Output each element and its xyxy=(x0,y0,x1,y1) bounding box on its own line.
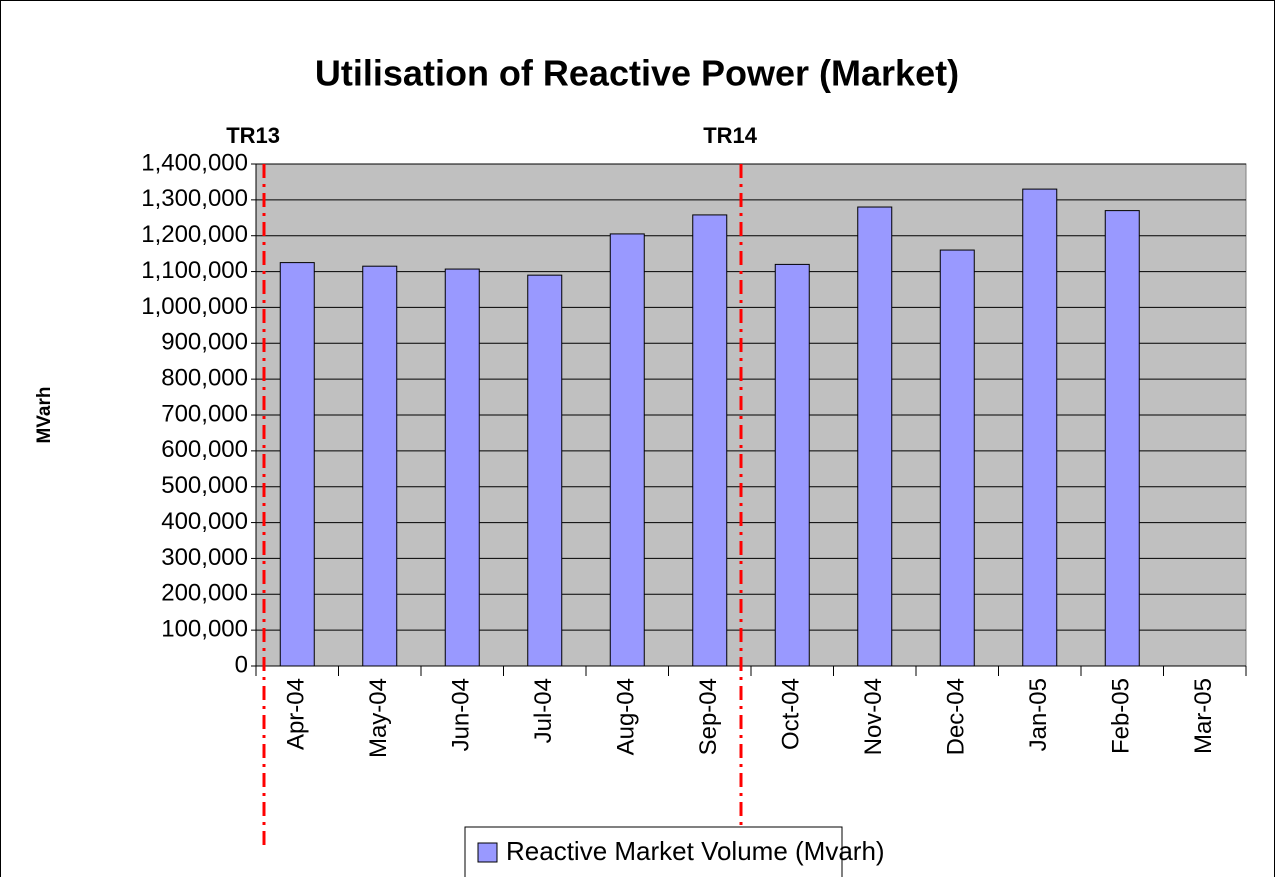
x-tick-label: Aug-04 xyxy=(613,678,640,755)
annotation-label: TR13 xyxy=(226,123,280,148)
bar xyxy=(609,233,645,667)
x-tick-label: Nov-04 xyxy=(860,678,887,755)
x-tick-label: Jun-04 xyxy=(448,678,475,751)
y-tick-label: 800,000 xyxy=(161,364,248,391)
bar xyxy=(279,262,315,667)
y-tick-label: 0 xyxy=(235,651,248,678)
y-tick-label: 300,000 xyxy=(161,544,248,571)
x-tick-label: Dec-04 xyxy=(943,678,970,755)
y-tick-label: 900,000 xyxy=(161,329,248,356)
bar xyxy=(527,274,563,667)
y-tick-label: 1,200,000 xyxy=(141,221,248,248)
x-tick-label: Jul-04 xyxy=(530,678,557,743)
bar xyxy=(774,263,810,667)
bar xyxy=(857,206,893,667)
y-tick-label: 600,000 xyxy=(161,436,248,463)
y-axis-label: MVarh xyxy=(34,386,55,443)
bar xyxy=(362,265,398,667)
x-tick-label: May-04 xyxy=(365,678,392,758)
x-tick-label: Apr-04 xyxy=(283,678,310,750)
y-tick-label: 500,000 xyxy=(161,472,248,499)
x-tick-label: Mar-05 xyxy=(1190,678,1217,754)
y-tick-label: 100,000 xyxy=(161,615,248,642)
x-tick-label: Oct-04 xyxy=(778,678,805,750)
bar xyxy=(1022,188,1058,667)
y-tick-label: 1,000,000 xyxy=(141,293,248,320)
bar xyxy=(444,268,480,667)
chart-title: Utilisation of Reactive Power (Market) xyxy=(315,53,959,94)
legend-box xyxy=(464,826,843,877)
x-tick-label: Jan-05 xyxy=(1025,678,1052,751)
y-tick-label: 1,400,000 xyxy=(141,149,248,176)
bar xyxy=(1104,210,1140,667)
y-tick-label: 1,300,000 xyxy=(141,185,248,212)
x-tick-label: Sep-04 xyxy=(695,678,722,755)
x-tick-label: Feb-05 xyxy=(1108,678,1135,754)
y-tick-label: 1,100,000 xyxy=(141,257,248,284)
annotation-label: TR14 xyxy=(703,123,758,148)
bar xyxy=(939,249,975,667)
legend-label: Reactive Market Volume (Mvarh) xyxy=(506,836,885,866)
bar xyxy=(692,214,728,667)
legend-swatch xyxy=(477,842,498,863)
y-tick-label: 700,000 xyxy=(161,400,248,427)
y-tick-label: 400,000 xyxy=(161,508,248,535)
y-tick-label: 200,000 xyxy=(161,580,248,607)
